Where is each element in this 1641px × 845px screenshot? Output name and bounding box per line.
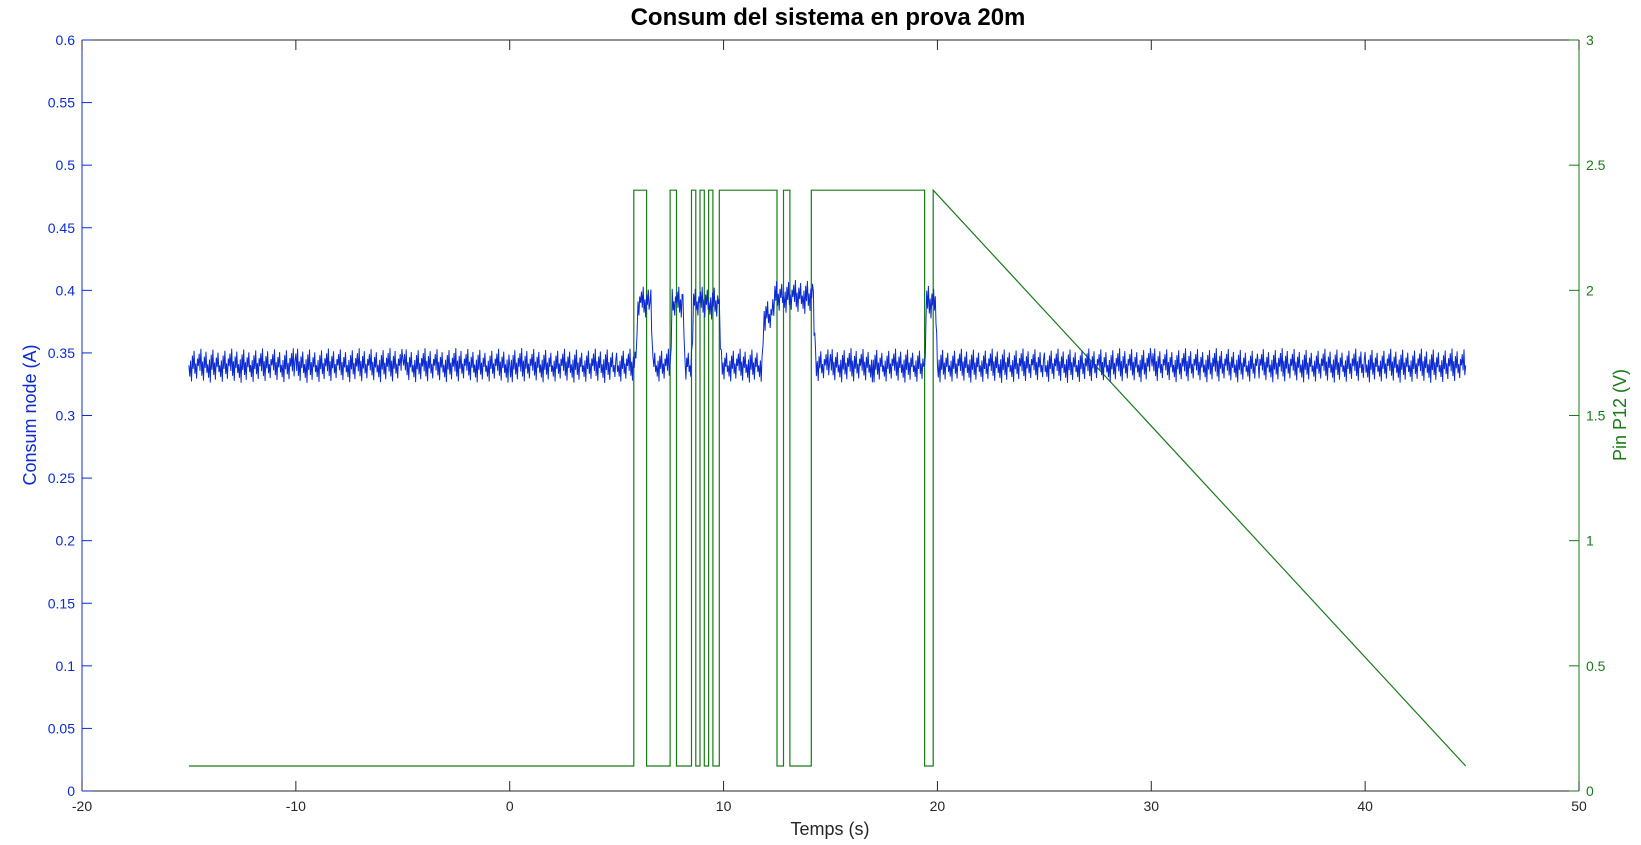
y-left-tick-label: 0.4 — [56, 282, 76, 298]
y-left-tick-label: 0.6 — [56, 32, 76, 48]
y-left-tick-label: 0.1 — [56, 658, 76, 674]
x-tick-label: 20 — [930, 798, 946, 814]
x-tick-label: 10 — [716, 798, 732, 814]
x-tick-label: -20 — [72, 798, 92, 814]
y-left-tick-label: 0.3 — [56, 408, 76, 424]
series-consum-node — [188, 279, 1467, 383]
x-axis-label: Temps (s) — [790, 819, 869, 839]
y-right-tick-label: 1 — [1586, 533, 1594, 549]
tick-layer: -20 -10 0 10 20 30 40 5000.050.10.150.20.250.30… — [48, 32, 1606, 814]
x-tick-label: 40 — [1357, 798, 1373, 814]
y-left-tick-label: 0.15 — [48, 595, 75, 611]
y-left-tick-label: 0.45 — [48, 220, 75, 236]
y-left-tick-label: 0.55 — [48, 95, 75, 111]
y-right-tick-label: 0.5 — [1586, 658, 1606, 674]
x-tick-label: 30 — [1143, 798, 1159, 814]
y-right-tick-label: 1.5 — [1586, 408, 1606, 424]
x-tick-label: -10 — [286, 798, 306, 814]
y-left-tick-label: 0.35 — [48, 345, 75, 361]
y-left-tick-label: 0.5 — [56, 157, 76, 173]
y-right-axis-label: Pin P12 (V) — [1610, 369, 1630, 461]
y-right-tick-label: 2.5 — [1586, 157, 1606, 173]
y-left-tick-label: 0 — [67, 783, 75, 799]
y-right-tick-label: 3 — [1586, 32, 1594, 48]
x-tick-label: 0 — [506, 798, 514, 814]
y-right-tick-label: 2 — [1586, 282, 1594, 298]
y-right-tick-label: 0 — [1586, 783, 1594, 799]
series-pin-p12 — [188, 188, 1467, 767]
consum-node-line — [188, 279, 1467, 383]
plot-area — [82, 40, 1579, 791]
y-left-tick-label: 0.25 — [48, 470, 75, 486]
chart-title: Consum del sistema en prova 20m — [631, 4, 1026, 31]
pin-p12-line — [188, 188, 1467, 767]
y-left-tick-label: 0.2 — [56, 533, 76, 549]
y-left-axis-label: Consum node (A) — [20, 344, 40, 485]
x-tick-label: 50 — [1571, 798, 1587, 814]
y-left-tick-label: 0.05 — [48, 720, 75, 736]
